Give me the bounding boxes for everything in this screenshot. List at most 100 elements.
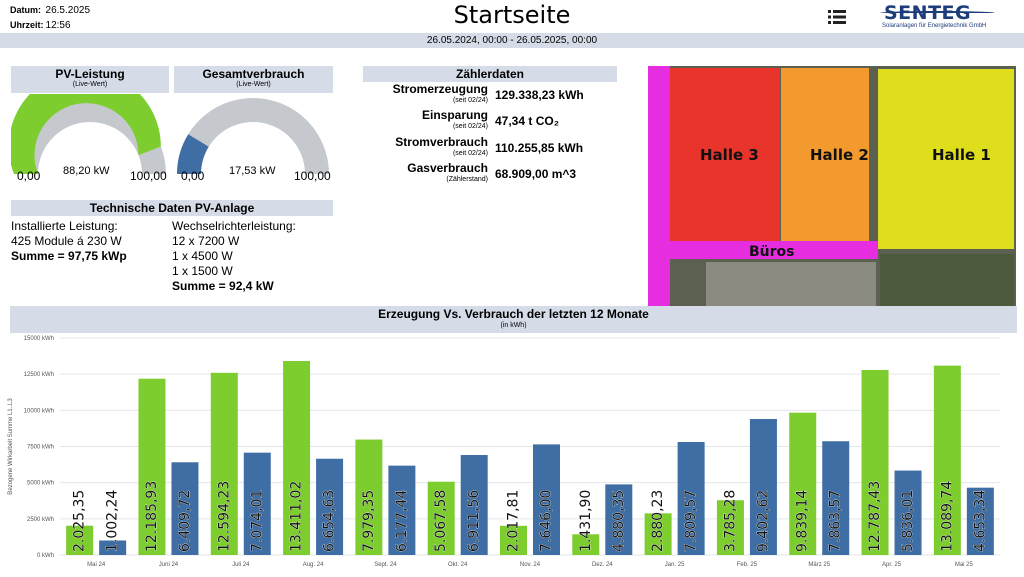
x-tick-label: März 25 <box>808 562 830 568</box>
data-label: 6.654,63 <box>322 490 338 552</box>
chart-bar <box>894 470 922 555</box>
parking-area <box>706 262 876 306</box>
data-label: 7.646,00 <box>539 490 555 552</box>
pv-gauge-fill <box>11 94 161 174</box>
data-label: 7.979,35 <box>361 490 377 552</box>
meter-row: Gasverbrauch (Zählerstand) 68.909,00 m^3 <box>364 162 624 188</box>
chart-header: Erzeugung Vs. Verbrauch der letzten 12 M… <box>10 306 1017 333</box>
chart-bar <box>861 370 889 555</box>
pv-gauge-value: 88,20 kW <box>63 165 110 177</box>
chart-bar <box>210 372 238 555</box>
chart-bar <box>427 481 455 555</box>
meter-label: Gasverbrauch (Zählerstand) <box>407 162 488 184</box>
zone-halle-1 <box>878 69 1014 249</box>
x-tick-label: Juni 24 <box>159 562 179 568</box>
y-tick-label: 12500 kWh <box>24 372 54 378</box>
x-tick-label: Dez. 24 <box>592 562 613 568</box>
pv-gauge-subtitle: (Live-Wert) <box>72 81 108 88</box>
date-value: 26.5.2025 <box>45 5 91 16</box>
data-label: 6.177,44 <box>394 490 410 552</box>
pv-gauge-min: 0,00 <box>17 169 41 183</box>
inverter-line: 1 x 4500 W <box>172 249 233 263</box>
chart-bar <box>677 442 705 555</box>
bar-chart: 0 kWh 2500 kWh 5000 kWh 7500 kWh 10000 kWh 12… <box>8 336 1000 568</box>
chart-bar <box>99 540 127 555</box>
consumption-gauge-svg <box>177 98 329 174</box>
senteg-logo: SENTEG Solaranlagen für Energietechnik G… <box>876 4 996 34</box>
hamburger-menu-icon[interactable] <box>828 10 846 24</box>
chart-bar <box>316 458 344 555</box>
meter-value: 129.338,23 kWh <box>495 88 584 102</box>
date-time-block: Datum: 26.5.2025 Uhrzeit: 12:56 <box>10 3 90 33</box>
pv-gauge-header: PV-Leistung (Live-Wert) <box>11 66 169 93</box>
meter-row: Stromverbrauch (seit 02/24) 110.255,85 kW… <box>364 136 624 162</box>
meter-label: Stromerzeugung (seit 02/24) <box>393 83 488 105</box>
data-label: 6.911,56 <box>466 490 482 552</box>
x-tick-label: Sept. 24 <box>374 562 397 568</box>
label-halle-2: Halle 2 <box>810 146 869 164</box>
x-tick-label: Jan. 25 <box>665 562 685 568</box>
x-tick-label: Mai 24 <box>87 562 106 568</box>
inverter-power: Wechselrichterleistung: 12 x 7200 W 1 x … <box>172 219 296 294</box>
data-label: 1.431,90 <box>578 490 594 552</box>
data-label: 9.839,14 <box>795 490 811 552</box>
meter-label-text: Gasverbrauch <box>407 161 488 175</box>
meter-label-sub: (seit 02/24) <box>452 150 488 157</box>
pv-gauge-max: 100,00 <box>130 169 167 183</box>
data-label: 9.402,62 <box>755 490 771 552</box>
chart-bar <box>822 441 850 555</box>
meter-label-text: Einsparung <box>421 108 488 122</box>
chart-bar <box>966 487 994 555</box>
meter-data-header: Zählerdaten <box>363 66 617 82</box>
pv-gauge-svg <box>11 94 166 174</box>
label-halle-3: Halle 3 <box>700 146 759 164</box>
meter-label-sub: (seit 02/24) <box>452 97 488 104</box>
data-label: 13.089,74 <box>939 481 955 552</box>
data-label: 1.002,24 <box>105 490 121 552</box>
meter-row: Stromerzeugung (seit 02/24) 129.338,23 kW… <box>364 83 624 109</box>
data-label: 2.017,81 <box>506 490 522 552</box>
data-label: 12.594,23 <box>216 481 232 552</box>
data-label: 5.067,58 <box>433 490 449 552</box>
consumption-gauge-subtitle: (Live-Wert) <box>236 81 271 88</box>
inverter-sum: Summe = 92,4 kW <box>172 279 274 293</box>
data-label: 13.411,02 <box>289 481 305 552</box>
x-tick-label: Feb. 25 <box>737 562 758 568</box>
inverter-label: Wechselrichterleistung: <box>172 219 296 233</box>
chart-bar <box>66 525 94 555</box>
meter-label-sub: (Zählerstand) <box>446 176 488 183</box>
chart-title: Erzeugung Vs. Verbrauch der letzten 12 M… <box>378 307 649 321</box>
data-label: 12.185,93 <box>144 481 160 552</box>
y-tick-label: 5000 kWh <box>27 481 54 487</box>
zone-bueros-strip <box>648 66 670 306</box>
data-label: 3.785,28 <box>722 490 738 552</box>
meter-row: Einsparung (seit 02/24) 47,34 t CO₂ <box>364 109 624 135</box>
meter-data-title: Zählerdaten <box>455 67 524 81</box>
header: Datum: 26.5.2025 Uhrzeit: 12:56 Startsei… <box>0 0 1024 33</box>
data-label: 6.409,72 <box>177 490 193 552</box>
chart-bar <box>933 365 961 555</box>
chart-bar <box>644 513 672 555</box>
installed-power: Installierte Leistung: 425 Module á 230 … <box>11 219 127 264</box>
data-label: 2.880,23 <box>650 490 666 552</box>
consumption-gauge: 0,00 17,53 kW 100,00 <box>174 94 333 186</box>
data-label: 4.880,35 <box>611 490 627 552</box>
y-axis-label: Bezogene Wirkarbeit Summe L1..L3 <box>8 398 14 495</box>
tech-data-title: Technische Daten PV-Anlage <box>89 201 255 215</box>
data-label: 7.809,57 <box>683 490 699 552</box>
pv-gauge: 0,00 88,20 kW 100,00 <box>11 94 169 186</box>
tech-data-header: Technische Daten PV-Anlage <box>11 200 333 216</box>
chart-bar <box>572 534 600 555</box>
time-value: 12:56 <box>45 20 71 31</box>
consumption-gauge-max: 100,00 <box>294 169 331 183</box>
chart-bar <box>283 360 311 555</box>
chart-bar <box>243 452 271 555</box>
logo-subtitle: Solaranlagen für Energietechnik GmbH <box>882 23 987 29</box>
meter-label: Stromverbrauch (seit 02/24) <box>395 136 488 158</box>
chart-bar <box>533 444 560 555</box>
chart-bar <box>355 439 383 555</box>
installed-modules: 425 Module á 230 W <box>11 234 122 248</box>
chart-bar <box>460 455 488 555</box>
meter-label-text: Stromverbrauch <box>395 135 488 149</box>
meter-label-text: Stromerzeugung <box>392 82 488 96</box>
